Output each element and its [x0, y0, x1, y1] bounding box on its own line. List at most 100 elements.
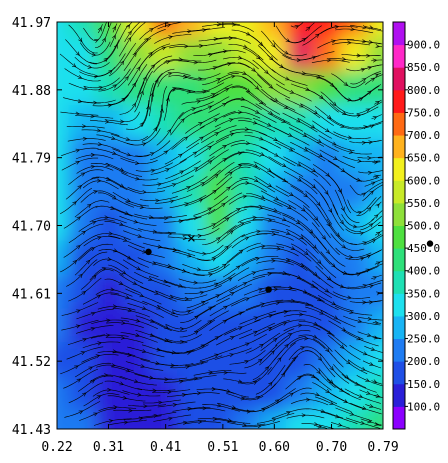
streamline-arrowhead: [285, 258, 291, 263]
streamline-arrowhead: [244, 127, 250, 132]
streamline-arrowhead: [367, 90, 372, 95]
streamline-arrowhead: [226, 186, 231, 191]
streamline-arrowhead: [354, 381, 360, 386]
streamline-arrowhead: [178, 219, 184, 224]
streamline-arrowhead: [125, 295, 130, 300]
streamline-arrowhead: [77, 185, 83, 190]
streamline-arrowhead: [318, 153, 323, 158]
streamline-arrowhead: [273, 137, 278, 141]
heatmap-cell: [68, 274, 100, 313]
streamline-arrowhead: [193, 280, 199, 285]
y-tick-label: 41.43: [12, 423, 51, 438]
heatmap-cell: [95, 376, 127, 415]
streamline-arrowhead: [135, 318, 141, 323]
streamline-arrowhead: [127, 308, 133, 313]
streamline-arrowhead: [347, 295, 352, 300]
streamline-arrowhead: [214, 173, 219, 179]
streamline-arrowhead: [305, 397, 311, 402]
streamline-arrowhead: [208, 52, 213, 57]
streamline-arrowhead: [228, 36, 234, 41]
streamline-arrowhead: [105, 119, 110, 124]
streamline-arrowhead: [304, 250, 309, 256]
streamline-arrowhead: [132, 281, 138, 285]
streamline-arrowhead: [119, 183, 125, 188]
streamline-arrowhead: [347, 97, 353, 102]
streamline-arrowhead: [181, 268, 187, 273]
heatmap-cell: [150, 342, 182, 381]
streamline-arrowhead: [179, 170, 185, 175]
streamline-arrowhead: [226, 388, 231, 393]
streamline-arrowhead: [257, 358, 263, 363]
streamline-arrowhead: [333, 315, 339, 320]
streamline-arrowhead: [207, 207, 212, 212]
heatmap-cell: [68, 206, 100, 245]
colorbar-swatch: [393, 135, 405, 159]
colorbar-swatch: [393, 361, 405, 385]
colorbar-swatch: [393, 180, 405, 204]
streamline-arrowhead: [258, 100, 264, 105]
streamline-arrowhead: [213, 118, 219, 123]
streamline-arrowhead: [156, 305, 161, 310]
streamline-arrowhead: [231, 405, 237, 410]
streamline-arrowhead: [128, 408, 133, 413]
streamline-arrowhead: [150, 92, 154, 97]
streamline-arrowhead: [135, 161, 140, 165]
streamline-arrowhead: [259, 152, 265, 156]
streamline-arrowhead: [367, 156, 372, 161]
streamline-arrowhead: [361, 406, 367, 410]
station-dot-marker: [145, 248, 152, 256]
streamline-arrowhead: [313, 216, 319, 221]
streamline-arrowhead: [375, 101, 380, 105]
streamline-arrowhead: [227, 418, 233, 423]
streamline-arrowhead: [329, 379, 334, 384]
streamline-arrowhead: [296, 162, 302, 167]
streamline-arrowhead: [124, 75, 129, 81]
streamline-arrowhead: [215, 294, 221, 299]
streamline-arrowhead: [242, 282, 248, 286]
streamline-arrowhead: [273, 207, 278, 212]
streamline-arrowhead: [329, 401, 334, 405]
streamline-arrowhead: [320, 409, 326, 413]
streamline-arrowhead: [94, 39, 99, 43]
streamline: [363, 122, 382, 129]
streamline-arrowhead: [365, 390, 371, 395]
streamline-arrowhead: [97, 142, 103, 147]
streamline-arrowhead: [81, 230, 86, 235]
streamline: [371, 210, 383, 221]
streamline-arrowhead: [282, 178, 287, 183]
streamline-arrowhead: [112, 84, 118, 89]
streamline-arrowhead: [235, 265, 241, 270]
colorbar-label: 100.0: [407, 400, 440, 413]
streamline-arrowhead: [255, 395, 261, 400]
streamline-arrowhead: [96, 395, 102, 400]
heatmap-cell: [68, 22, 100, 41]
streamline-arrowhead: [126, 24, 131, 29]
streamline-arrowhead: [251, 67, 256, 72]
streamline-arrowhead: [360, 420, 365, 425]
streamline-arrowhead: [187, 253, 192, 258]
streamline-arrowhead: [335, 414, 340, 419]
heatmap-cell: [122, 206, 155, 245]
streamlines: [59, 22, 383, 429]
streamline-arrowhead: [329, 366, 334, 371]
streamline-arrowhead: [372, 276, 378, 281]
heatmap-cell: [340, 274, 372, 313]
streamline-arrowhead: [76, 309, 81, 314]
streamline-arrowhead: [198, 420, 203, 425]
streamline-arrowhead: [274, 196, 280, 201]
heatmap-cell: [204, 138, 236, 177]
streamline-arrowhead: [306, 26, 311, 31]
heatmap-cell: [95, 104, 127, 143]
streamline-arrowhead: [184, 202, 190, 207]
colorbar-swatch: [393, 112, 405, 136]
colorbar-label: 800.0: [407, 84, 440, 97]
streamline-arrowhead: [107, 387, 112, 392]
streamline-arrowhead: [365, 268, 371, 273]
colorbar: 100.0 150.0 200.0 250.0 300.0 350.0 400.0 450.0…: [392, 21, 440, 430]
streamline-arrowhead: [346, 360, 351, 365]
streamline-arrowhead: [213, 37, 219, 42]
streamline-arrowhead: [301, 38, 307, 42]
heatmap-cell: [177, 104, 209, 143]
streamline-arrowhead: [202, 89, 207, 94]
heatmap-cell: [285, 138, 318, 177]
